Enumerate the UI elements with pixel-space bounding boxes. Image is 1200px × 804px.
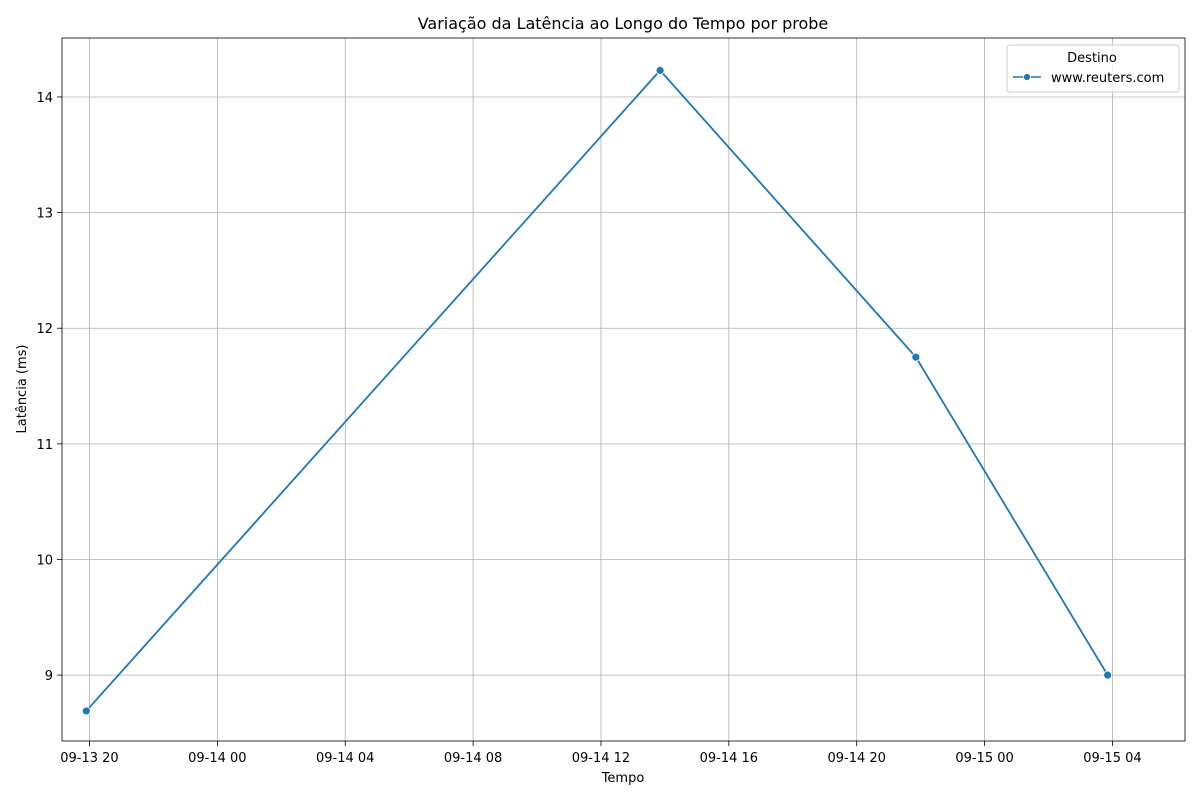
data-point xyxy=(911,352,921,362)
data-point xyxy=(81,706,91,716)
y-axis-label: Latência (ms) xyxy=(15,345,30,434)
legend-marker-swatch xyxy=(1023,73,1031,81)
series-layer xyxy=(81,65,1113,716)
plot-frame xyxy=(61,37,1186,742)
chart-title: Variação da Latência ao Longo do Tempo p… xyxy=(418,14,829,33)
y-tick-label: 14 xyxy=(36,91,53,106)
x-tick-label: 09-14 00 xyxy=(188,751,246,766)
x-tick-label: 09-13 20 xyxy=(60,751,118,766)
x-tick-label: 09-15 04 xyxy=(1083,751,1141,766)
y-tick-label: 12 xyxy=(36,322,53,337)
series-line-www-reuters-com xyxy=(85,69,1109,712)
x-tick-label: 09-14 04 xyxy=(316,751,374,766)
x-axis-label: Tempo xyxy=(601,771,645,786)
x-tick-label: 09-14 20 xyxy=(827,751,885,766)
data-point xyxy=(655,65,665,75)
y-tick-label: 11 xyxy=(36,438,53,453)
legend: Destino www.reuters.com xyxy=(1006,44,1180,93)
x-tick-label: 09-14 08 xyxy=(444,751,502,766)
x-tick-label: 09-15 00 xyxy=(955,751,1013,766)
legend-title: Destino xyxy=(1067,51,1117,66)
data-point xyxy=(1103,670,1113,680)
y-tick-label: 13 xyxy=(36,207,53,222)
x-tick-label: 09-14 16 xyxy=(700,751,758,766)
y-tick-label: 10 xyxy=(36,553,53,568)
x-tick-label: 09-14 12 xyxy=(572,751,630,766)
grid-lines xyxy=(62,38,1185,741)
axis-ticks: 09-13 20 09-14 00 09-14 04 09-14 08 09-14 12… xyxy=(36,91,1141,766)
legend-frame xyxy=(1006,44,1180,93)
legend-entry-label: www.reuters.com xyxy=(1051,71,1164,86)
y-tick-label: 9 xyxy=(45,669,53,684)
